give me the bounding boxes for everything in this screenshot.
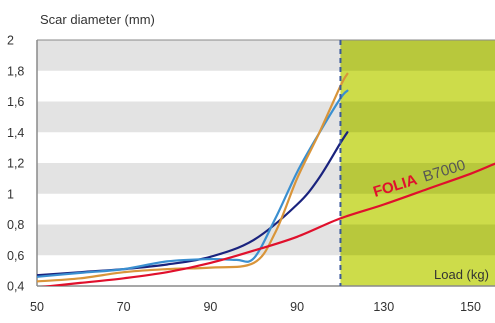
x-tick-label: 90 xyxy=(203,300,217,314)
y-tick-label: 1,2 xyxy=(7,157,24,171)
y-tick-label: 1,4 xyxy=(7,126,24,140)
x-tick-label: 130 xyxy=(373,300,394,314)
y-tick-label: 1 xyxy=(7,187,14,201)
y-tick-label: 0,8 xyxy=(7,218,24,232)
y-tick-label: 1,6 xyxy=(7,95,24,109)
series-line-3 xyxy=(37,72,349,283)
y-tick-labels: 0,4 0,6 0,8 1 1,2 1,4 1,6 1,8 2 xyxy=(7,34,24,294)
y-tick-label: 0,4 xyxy=(7,280,24,294)
highlight-band xyxy=(340,224,495,256)
x-axis-label: Load (kg) xyxy=(434,267,489,282)
highlight-region xyxy=(340,40,495,286)
highlight-band xyxy=(340,40,495,71)
y-tick-label: 1,8 xyxy=(7,64,24,78)
series-layer xyxy=(37,72,495,286)
x-tick-label: 50 xyxy=(30,300,44,314)
x-tick-label: 150 xyxy=(460,300,481,314)
y-tick-label: 2 xyxy=(7,34,14,48)
y-tick-label: 0,6 xyxy=(7,249,24,263)
x-tick-label: 90 xyxy=(290,300,304,314)
highlight-band xyxy=(340,101,495,133)
highlight-band xyxy=(340,163,495,194)
series-line-4 xyxy=(40,162,495,286)
x-tick-label: 70 xyxy=(117,300,131,314)
x-tick-labels: 50 70 90 90 130 150 xyxy=(30,300,481,314)
y-axis-label: Scar diameter (mm) xyxy=(40,12,155,27)
